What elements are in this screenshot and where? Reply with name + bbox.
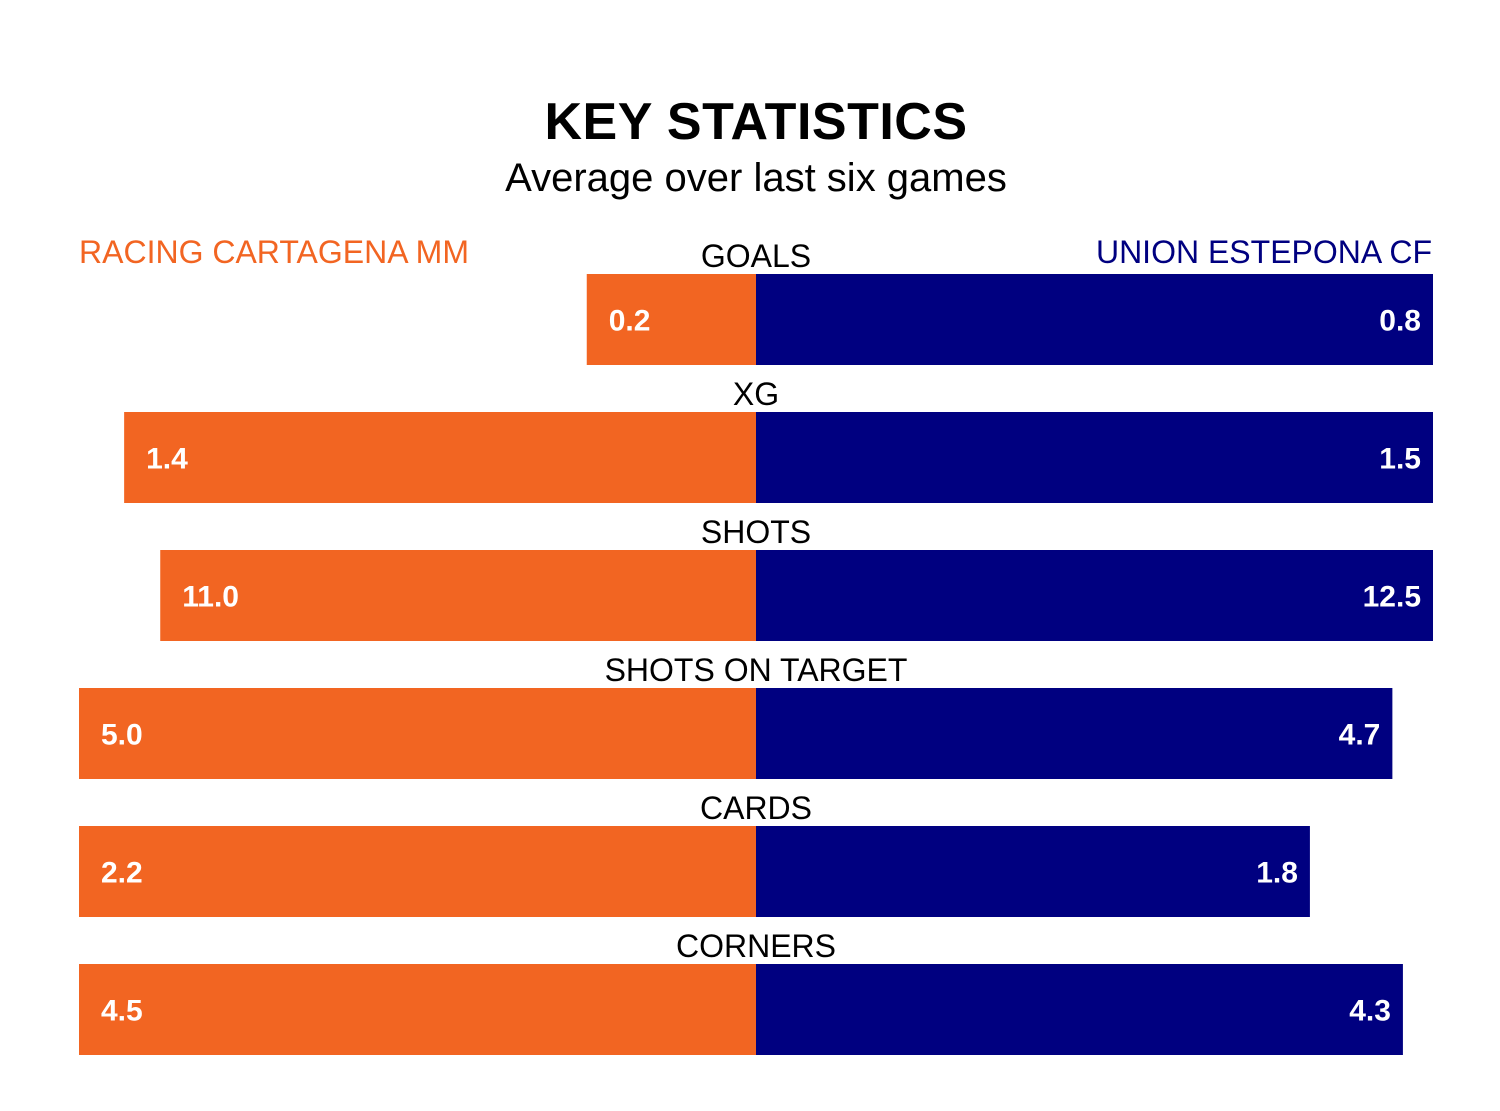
value-left-corners: 4.5 — [101, 995, 143, 1028]
bar-right-corners — [756, 964, 1403, 1055]
category-label-corners: CORNERS — [676, 928, 836, 964]
value-left-xg: 1.4 — [146, 443, 188, 476]
category-label-xg: XG — [733, 376, 779, 412]
value-right-goals: 0.8 — [1379, 305, 1421, 338]
bar-right-shots-on-target — [756, 688, 1393, 779]
value-right-xg: 1.5 — [1379, 443, 1421, 476]
chart-title: KEY STATISTICS — [544, 93, 968, 151]
value-right-shots-on-target: 4.7 — [1339, 719, 1381, 752]
bar-right-goals — [756, 274, 1433, 365]
value-left-cards: 2.2 — [101, 857, 143, 890]
category-label-goals: GOALS — [701, 238, 811, 274]
category-label-shots: SHOTS — [701, 514, 811, 550]
team-left-label: RACING CARTAGENA MM — [79, 234, 469, 270]
value-right-cards: 1.8 — [1256, 857, 1298, 890]
bar-left-shots — [160, 550, 757, 641]
category-label-cards: CARDS — [700, 790, 812, 826]
chart-subtitle: Average over last six games — [505, 156, 1007, 200]
bar-left-cards — [79, 826, 756, 917]
team-right-label: UNION ESTEPONA CF — [1095, 234, 1432, 270]
bar-right-xg — [756, 412, 1433, 503]
bar-left-corners — [79, 964, 756, 1055]
value-left-goals: 0.2 — [609, 305, 651, 338]
value-left-shots-on-target: 5.0 — [101, 719, 143, 752]
bar-left-shots-on-target — [79, 688, 756, 779]
bar-left-goals — [586, 274, 756, 365]
value-left-shots: 11.0 — [182, 581, 239, 614]
bar-right-cards — [756, 826, 1310, 917]
value-right-shots: 12.5 — [1363, 581, 1421, 614]
category-label-shots-on-target: SHOTS ON TARGET — [605, 652, 908, 688]
value-right-corners: 4.3 — [1349, 995, 1391, 1028]
bar-left-xg — [124, 412, 757, 503]
bar-right-shots — [756, 550, 1433, 641]
